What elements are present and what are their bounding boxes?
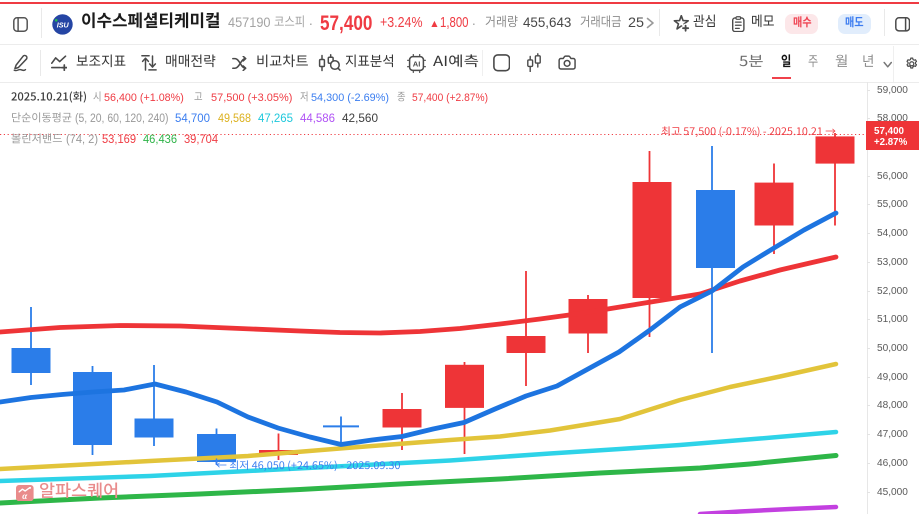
svg-text:α: α [22, 491, 28, 501]
svg-text:ISU: ISU [57, 21, 70, 30]
svg-text:AI: AI [413, 59, 421, 68]
